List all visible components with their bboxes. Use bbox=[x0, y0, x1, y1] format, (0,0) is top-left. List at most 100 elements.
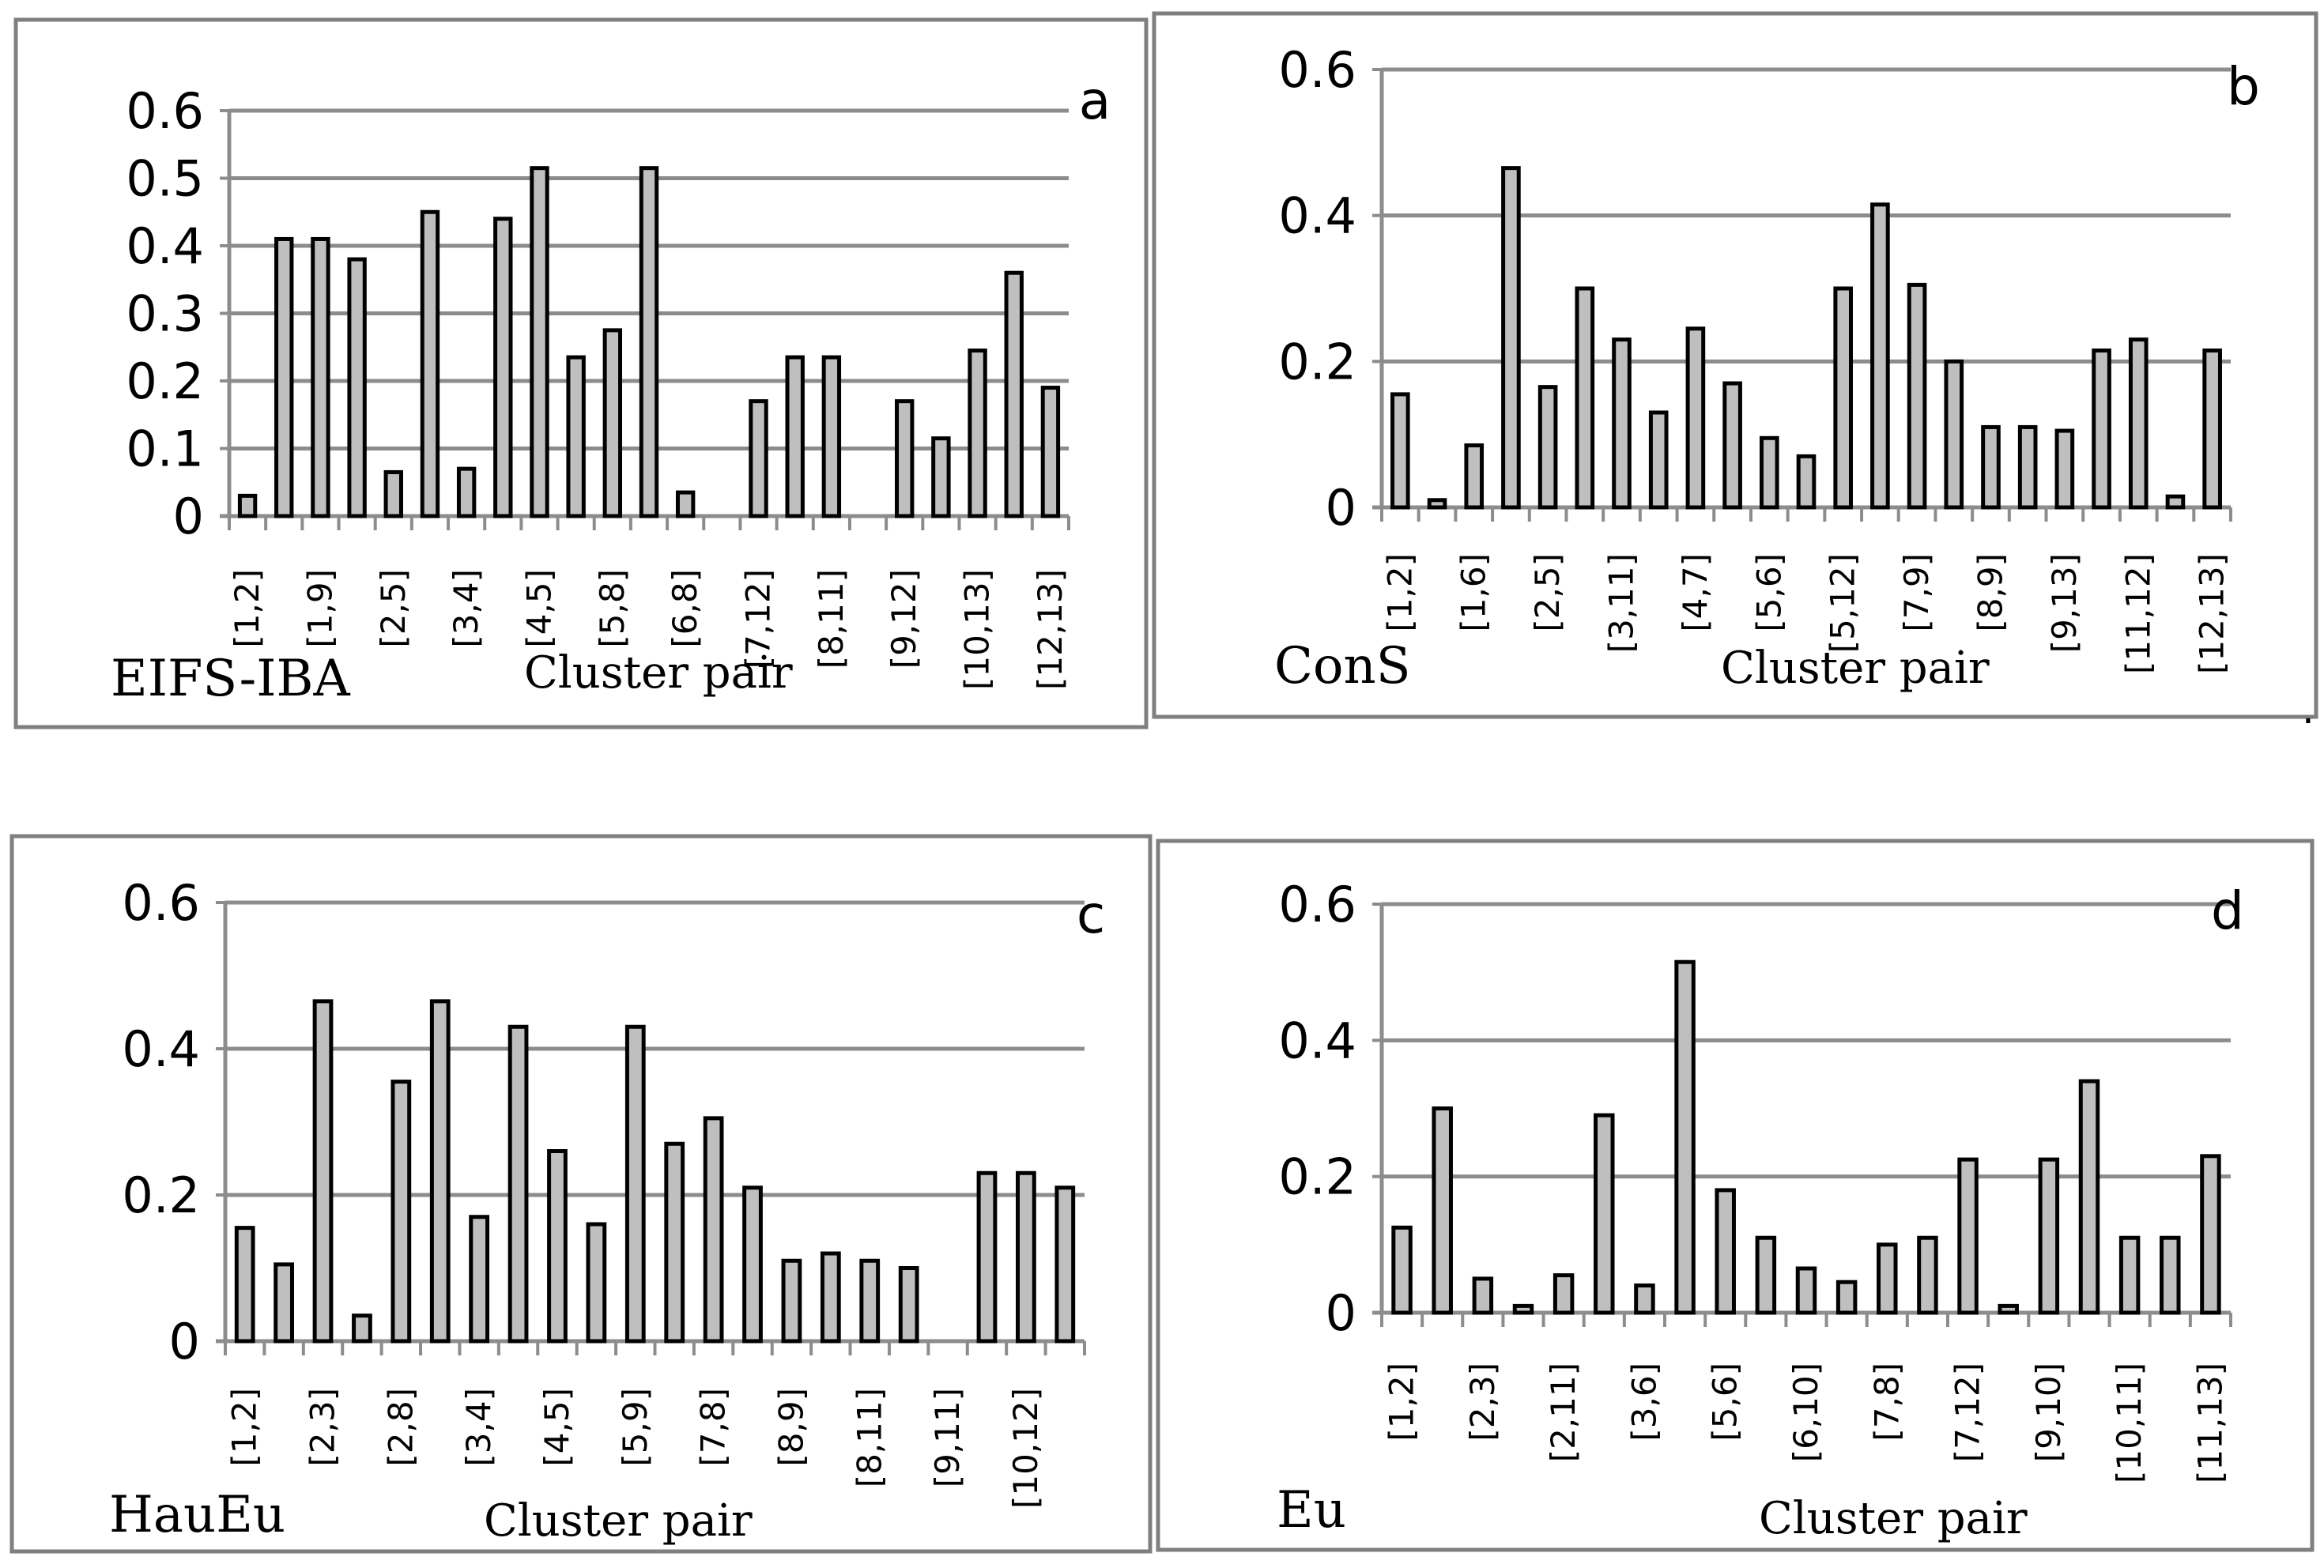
x-tick-label: [2,3] bbox=[1463, 1363, 1502, 1442]
x-tick-label: [1,2] bbox=[228, 569, 266, 648]
x-tick-label: [3,4] bbox=[459, 1388, 498, 1467]
bar bbox=[311, 236, 330, 518]
bar bbox=[390, 1080, 412, 1344]
method-label: HauEu bbox=[109, 1486, 285, 1544]
bar bbox=[237, 493, 258, 518]
x-tick-label: [3,11] bbox=[1602, 553, 1641, 653]
y-tick-label: 0.6 bbox=[1278, 41, 1356, 99]
x-tick-label: [2,3] bbox=[304, 1388, 342, 1467]
y-tick-label: 0.4 bbox=[122, 1020, 200, 1078]
bar bbox=[1648, 410, 1669, 510]
y-tick-label: 0.6 bbox=[122, 874, 200, 932]
bar bbox=[1722, 381, 1742, 510]
x-tick-label: [8,11] bbox=[850, 1388, 888, 1487]
bar bbox=[1427, 498, 1447, 510]
bar bbox=[675, 490, 696, 518]
bar bbox=[469, 1215, 490, 1344]
x-tick-label: [6,10] bbox=[1786, 1363, 1825, 1462]
y-tick-label: 0.2 bbox=[126, 352, 204, 410]
x-axis-title: Cluster pair bbox=[1721, 643, 1990, 694]
bar bbox=[1594, 1113, 1615, 1315]
x-tick-label: [9,13] bbox=[2045, 553, 2084, 653]
bar bbox=[742, 1185, 763, 1344]
bar bbox=[1944, 359, 1964, 510]
bar bbox=[507, 1024, 529, 1344]
method-label: EIFS-IBA bbox=[111, 650, 351, 708]
x-tick-label: [7,8] bbox=[694, 1388, 733, 1467]
bar bbox=[639, 166, 659, 518]
bar bbox=[1981, 424, 2001, 510]
x-tick-label: [10,11] bbox=[2110, 1363, 2149, 1483]
x-tick-label: [5,12] bbox=[1824, 553, 1862, 653]
y-tick-label: 0.4 bbox=[1278, 187, 1356, 245]
bar bbox=[602, 328, 623, 518]
x-tick-label: [6,8] bbox=[666, 569, 704, 648]
bar bbox=[821, 355, 842, 518]
bar bbox=[1715, 1188, 1736, 1315]
x-tick-label: [5,8] bbox=[593, 569, 632, 648]
x-tick-label: [2,5] bbox=[1528, 553, 1567, 632]
bar bbox=[1472, 1276, 1494, 1315]
panel-letter: a bbox=[1079, 70, 1111, 131]
bar bbox=[493, 217, 513, 518]
bar bbox=[1512, 1303, 1534, 1315]
bar bbox=[1796, 454, 1817, 510]
bar bbox=[2165, 494, 2186, 510]
bar bbox=[1998, 1303, 2019, 1315]
bar bbox=[2017, 424, 2038, 510]
bar bbox=[1833, 286, 1854, 510]
bar bbox=[420, 209, 440, 518]
bar bbox=[2038, 1157, 2060, 1315]
x-tick-label: [2,11] bbox=[1544, 1363, 1583, 1462]
x-axis-title: Cluster pair bbox=[524, 647, 793, 699]
x-tick-label: [9,11] bbox=[928, 1388, 967, 1487]
bar bbox=[1040, 386, 1061, 518]
y-tick-label: 0.4 bbox=[126, 217, 204, 275]
x-tick-label: [5,9] bbox=[616, 1388, 655, 1467]
bar bbox=[383, 469, 403, 518]
panel-frame bbox=[13, 17, 1149, 729]
x-tick-label: [4,5] bbox=[519, 569, 558, 648]
bar bbox=[703, 1116, 724, 1344]
bar bbox=[1795, 1266, 1817, 1315]
bar bbox=[456, 466, 477, 518]
x-tick-label: [7,12] bbox=[739, 569, 778, 669]
x-tick-label: [12,13] bbox=[2193, 553, 2232, 674]
y-tick-label: 0 bbox=[169, 1313, 200, 1370]
bar bbox=[2092, 348, 2111, 510]
bar bbox=[1755, 1235, 1777, 1315]
x-tick-label: [3,4] bbox=[447, 569, 485, 648]
x-tick-label: [11,12] bbox=[2118, 553, 2157, 674]
bar bbox=[968, 349, 987, 518]
bar bbox=[347, 257, 367, 518]
x-tick-label: [10,13] bbox=[958, 569, 997, 690]
bar bbox=[234, 1226, 255, 1344]
panel-frame bbox=[1152, 11, 2318, 719]
bar bbox=[1877, 1242, 1898, 1315]
panel-frame bbox=[9, 834, 1153, 1554]
bar bbox=[352, 1314, 372, 1344]
panel-d: 0 0.2 0.4 0.6 [1,2] [2,3] [2,11] [3,6] [5,6] [6,1… bbox=[1156, 839, 2315, 1552]
bar bbox=[566, 355, 586, 518]
bar bbox=[2202, 348, 2222, 510]
trailing-mark: . bbox=[2302, 687, 2315, 733]
bar bbox=[312, 999, 334, 1344]
bar bbox=[1674, 959, 1696, 1315]
bar bbox=[1501, 166, 1521, 510]
bar bbox=[1016, 1170, 1036, 1344]
x-tick-label: [8,11] bbox=[812, 569, 851, 669]
panel-b: 0 0.2 0.4 0.6 [1,2] [1,6] [2,5] [3,11] [4,7] [5,6… bbox=[1152, 11, 2318, 719]
bar bbox=[2160, 1235, 2181, 1315]
x-tick-label: [5,6] bbox=[1749, 553, 1788, 632]
y-tick-label: 0.6 bbox=[126, 82, 204, 140]
x-tick-label: [4,7] bbox=[1676, 553, 1715, 632]
x-tick-label: [1,2] bbox=[225, 1388, 264, 1467]
panel-c: 0 0.2 0.4 0.6 [1,2] [2,3] [2,8] [3,4] [4,5] [5,9]… bbox=[9, 834, 1153, 1554]
x-tick-label: [7,8] bbox=[1867, 1363, 1906, 1442]
bar bbox=[547, 1149, 568, 1344]
panel-letter: d bbox=[2211, 880, 2244, 941]
x-tick-label: [5,6] bbox=[1706, 1363, 1745, 1442]
panel-letter: c bbox=[1077, 884, 1105, 945]
bar bbox=[664, 1141, 685, 1344]
